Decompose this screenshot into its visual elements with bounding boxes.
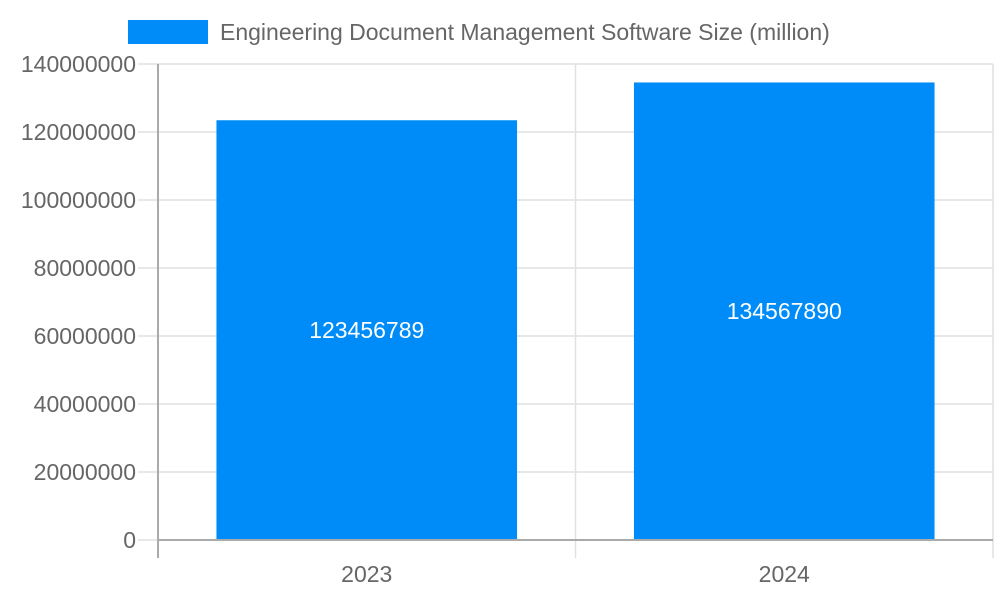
y-tick-label: 140000000: [21, 51, 136, 77]
bar-2023: [216, 120, 518, 540]
bar-2024: [633, 82, 935, 540]
y-tick-label: 120000000: [21, 119, 136, 145]
legend-swatch: [128, 20, 208, 44]
y-tick-label: 80000000: [34, 255, 136, 281]
bars: 123456789 134567890: [216, 82, 935, 540]
data-label: 134567890: [727, 298, 842, 324]
x-tick-label: 2024: [759, 561, 810, 587]
y-tick-label: 60000000: [34, 323, 136, 349]
y-tick-label: 0: [123, 527, 136, 553]
data-label: 123456789: [309, 317, 424, 343]
y-tick-label: 100000000: [21, 187, 136, 213]
axes: 0 20000000 40000000 60000000 80000000 1000000…: [21, 51, 993, 587]
legend-label: Engineering Document Management Software…: [220, 19, 830, 45]
x-tick-label: 2023: [341, 561, 392, 587]
legend[interactable]: Engineering Document Management Software…: [128, 19, 830, 45]
y-tick-label: 40000000: [34, 391, 136, 417]
y-tick-label: 20000000: [34, 459, 136, 485]
